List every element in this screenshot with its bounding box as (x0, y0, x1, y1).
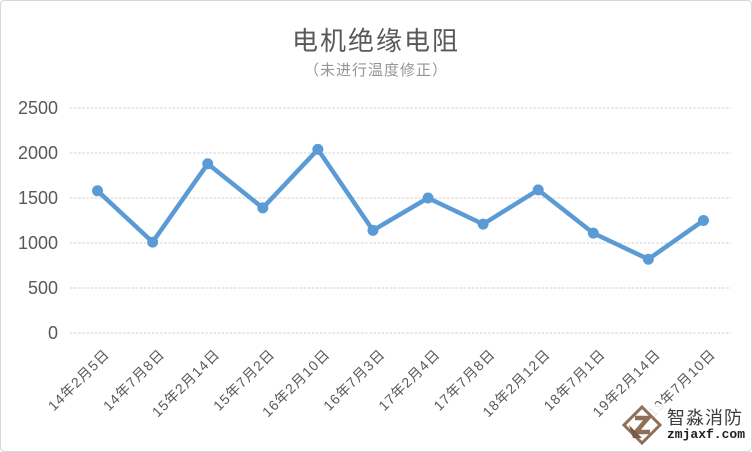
chart-title: 电机绝缘电阻 (291, 26, 460, 56)
y-axis-tick-label: 0 (48, 323, 58, 343)
data-point (257, 202, 269, 214)
watermark: 智淼消防 zmjaxf.com (620, 404, 745, 446)
data-point (312, 143, 324, 155)
data-point (367, 224, 379, 236)
y-axis-tick-label: 1000 (18, 233, 58, 253)
data-point (477, 218, 489, 230)
watermark-text: 智淼消防 zmjaxf.com (666, 407, 745, 442)
diamond-z-logo-icon (621, 404, 663, 446)
data-point (422, 192, 434, 204)
y-axis-tick-label: 2500 (18, 98, 58, 118)
data-point (642, 253, 654, 265)
data-point (147, 236, 159, 248)
data-point (587, 227, 599, 239)
data-point (697, 215, 709, 226)
data-point (532, 184, 544, 196)
watermark-url: zmjaxf.com (666, 426, 745, 442)
data-point (202, 158, 214, 170)
chart-subtitle: （未进行温度修正） (303, 62, 448, 79)
y-axis-tick-label: 1500 (18, 188, 58, 208)
data-point (92, 185, 104, 197)
y-axis-tick-label: 500 (28, 278, 58, 298)
data-line (95, 147, 706, 262)
y-axis-tick-label: 2000 (18, 143, 58, 163)
watermark-brand: 智淼消防 (666, 407, 743, 428)
